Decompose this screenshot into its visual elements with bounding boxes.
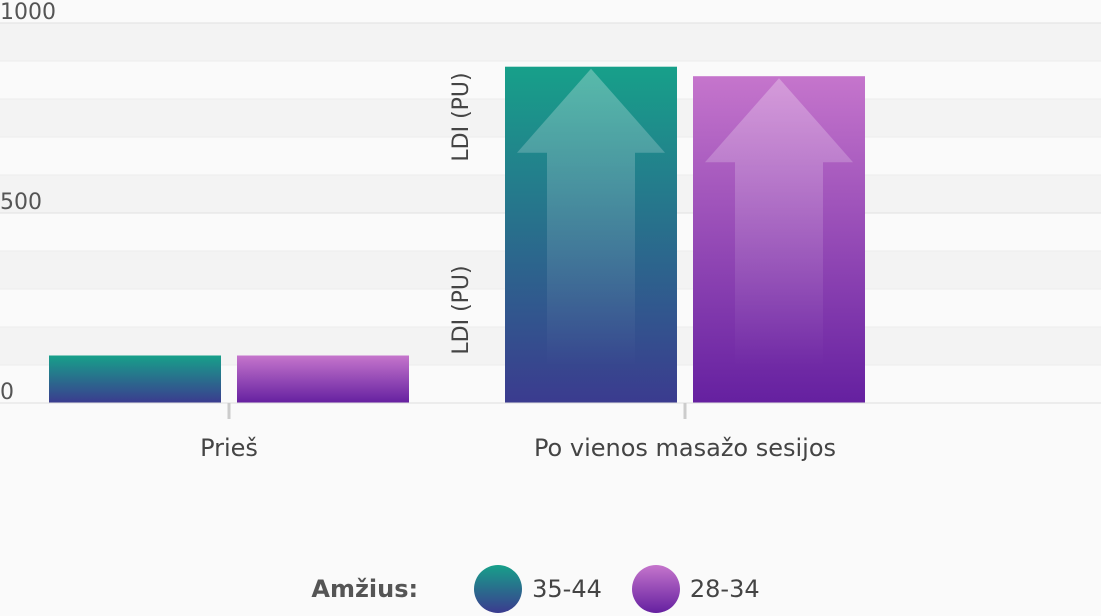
grid-band — [0, 23, 1101, 61]
bar-chart: 0 500 1000 LDI (PU) LDI (PU) Prieš Po vienos… — [0, 0, 1101, 462]
legend-label: 35-44 — [532, 575, 602, 603]
y-tick-label: 0 — [0, 380, 14, 405]
legend-label: 28-34 — [689, 575, 760, 603]
legend-swatch-icon — [474, 565, 523, 613]
bar-28-34-pries[interactable] — [237, 355, 409, 404]
x-tick-label: Po vienos masažo sesijos — [534, 434, 836, 462]
legend-swatch-icon — [631, 565, 680, 613]
y-tick-label: 500 — [0, 190, 42, 215]
bars — [49, 66, 865, 404]
legend-item-28-34[interactable]: 28-34 — [631, 565, 760, 613]
y-tick-label: 1000 — [0, 0, 56, 25]
y-axis-ticks: 0 500 1000 — [0, 0, 56, 405]
legend-item-35-44[interactable]: 35-44 — [474, 565, 602, 613]
legend: Amžius: 35-44 28-34 — [0, 562, 1101, 616]
bar-35-44-pries[interactable] — [49, 355, 221, 404]
legend-title: Amžius: — [311, 575, 419, 603]
y-axis-label: LDI (PU) — [449, 265, 474, 354]
up-arrow-icon — [705, 78, 853, 367]
x-tick-label: Prieš — [200, 434, 258, 462]
y-axis-labels: LDI (PU) LDI (PU) — [449, 72, 474, 354]
y-axis-label: LDI (PU) — [449, 72, 474, 161]
x-axis: Prieš Po vienos masažo sesijos — [20, 402, 1101, 462]
up-arrow-icon — [517, 68, 665, 367]
